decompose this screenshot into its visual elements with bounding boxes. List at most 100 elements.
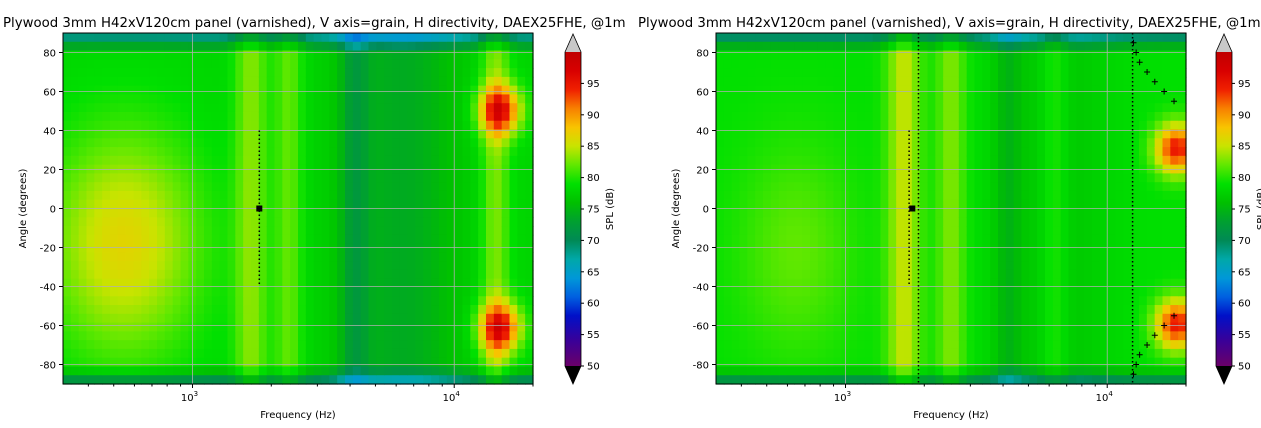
heatmap-cell	[716, 103, 725, 113]
heatmap-cell	[110, 120, 119, 131]
heatmap-cell	[243, 76, 252, 87]
heatmap-cell	[739, 269, 748, 280]
y-tick-label: 0	[703, 205, 709, 216]
heatmap-cell	[1170, 331, 1179, 341]
heatmap-cell	[896, 155, 905, 166]
heatmap-cell	[141, 357, 150, 368]
heatmap-cell	[423, 287, 432, 297]
heatmap-cell	[439, 278, 448, 289]
heatmap-cell	[219, 190, 229, 201]
heatmap-cell	[1060, 182, 1070, 192]
heatmap-cell	[935, 173, 944, 183]
heatmap-cell	[998, 296, 1007, 306]
heatmap-cell	[486, 261, 495, 271]
heatmap-cell	[78, 129, 88, 139]
heatmap-cell	[990, 155, 999, 166]
y-axis-label: Angle (degrees)	[671, 169, 682, 249]
heatmap-cell	[786, 85, 795, 96]
heatmap-cell	[1092, 226, 1101, 236]
heatmap-cell	[298, 296, 307, 306]
heatmap-cell	[974, 50, 983, 60]
heatmap-cell	[864, 322, 874, 332]
heatmap-cell	[763, 68, 772, 78]
heatmap-cell	[352, 68, 362, 78]
heatmap-cell	[376, 348, 385, 359]
heatmap-cell	[1052, 103, 1062, 113]
heatmap-cell	[817, 261, 827, 271]
heatmap-cell	[1099, 208, 1109, 218]
heatmap-field	[63, 33, 534, 385]
heatmap-cell	[204, 252, 213, 262]
heatmap-cell	[896, 76, 905, 87]
heatmap-cell	[810, 243, 819, 253]
heatmap-cell	[872, 287, 882, 297]
heatmap-cell	[86, 357, 95, 368]
heatmap-cell	[360, 50, 370, 60]
heatmap-cell	[345, 138, 354, 148]
heatmap-cell	[958, 340, 968, 350]
heatmap-cell	[778, 226, 788, 236]
heatmap-cell	[1099, 155, 1109, 166]
heatmap-cell	[78, 182, 88, 192]
heatmap-cell	[125, 111, 135, 122]
heatmap-cell	[337, 182, 346, 192]
heatmap-cell	[966, 348, 976, 359]
heatmap-cell	[478, 129, 487, 139]
heatmap-cell	[1005, 366, 1015, 376]
heatmap-cell	[454, 33, 464, 43]
heatmap-cell	[1045, 313, 1054, 324]
heatmap-cell	[180, 243, 189, 253]
heatmap-cell	[864, 173, 874, 183]
heatmap-cell	[337, 261, 346, 271]
heatmap-cell	[345, 217, 354, 227]
heatmap-cell	[1037, 278, 1046, 289]
heatmap-cell	[258, 120, 268, 131]
heatmap-cell	[888, 208, 897, 218]
heatmap-cell	[1115, 366, 1124, 376]
heatmap-cell	[149, 147, 158, 157]
heatmap-cell	[384, 313, 393, 324]
heatmap-cell	[1131, 269, 1140, 280]
heatmap-cell	[849, 94, 858, 104]
heatmap-cell	[63, 313, 72, 324]
heatmap-cell	[1115, 313, 1124, 324]
heatmap-cell	[321, 322, 330, 332]
heatmap-cell	[1084, 94, 1093, 104]
heatmap-cell	[1029, 190, 1038, 201]
heatmap-cell	[1076, 269, 1085, 280]
heatmap-cell	[1013, 190, 1023, 201]
heatmap-cell	[345, 278, 354, 289]
heatmap-cell	[102, 190, 111, 201]
heatmap-cell	[864, 103, 874, 113]
heatmap-cell	[755, 357, 764, 368]
heatmap-cell	[802, 41, 811, 52]
heatmap-cell	[1131, 243, 1140, 253]
heatmap-cell	[1021, 138, 1030, 148]
heatmap-cell	[857, 217, 866, 227]
heatmap-cell	[157, 190, 166, 201]
heatmap-cell	[1162, 313, 1171, 324]
heatmap-cell	[439, 305, 448, 315]
heatmap-cell	[407, 375, 417, 385]
heatmap-cell	[1115, 261, 1124, 271]
heatmap-cell	[1123, 190, 1132, 201]
heatmap-cell	[786, 120, 795, 131]
heatmap-cell	[1099, 305, 1109, 315]
heatmap-cell	[110, 208, 119, 218]
heatmap-cell	[778, 243, 788, 253]
heatmap-cell	[133, 111, 142, 122]
heatmap-cell	[525, 252, 534, 262]
heatmap-cell	[376, 296, 385, 306]
heatmap-cell	[880, 182, 889, 192]
heatmap-cell	[180, 76, 189, 87]
heatmap-cell	[998, 234, 1007, 245]
heatmap-cell	[235, 269, 244, 280]
heatmap-cell	[219, 147, 229, 157]
heatmap-cell	[716, 199, 725, 210]
heatmap-cell	[180, 94, 189, 104]
heatmap-cell	[1052, 68, 1062, 78]
heatmap-cell	[470, 234, 479, 245]
heatmap-cell	[966, 120, 976, 131]
heatmap-cell	[1021, 111, 1030, 122]
heatmap-cell	[904, 217, 913, 227]
